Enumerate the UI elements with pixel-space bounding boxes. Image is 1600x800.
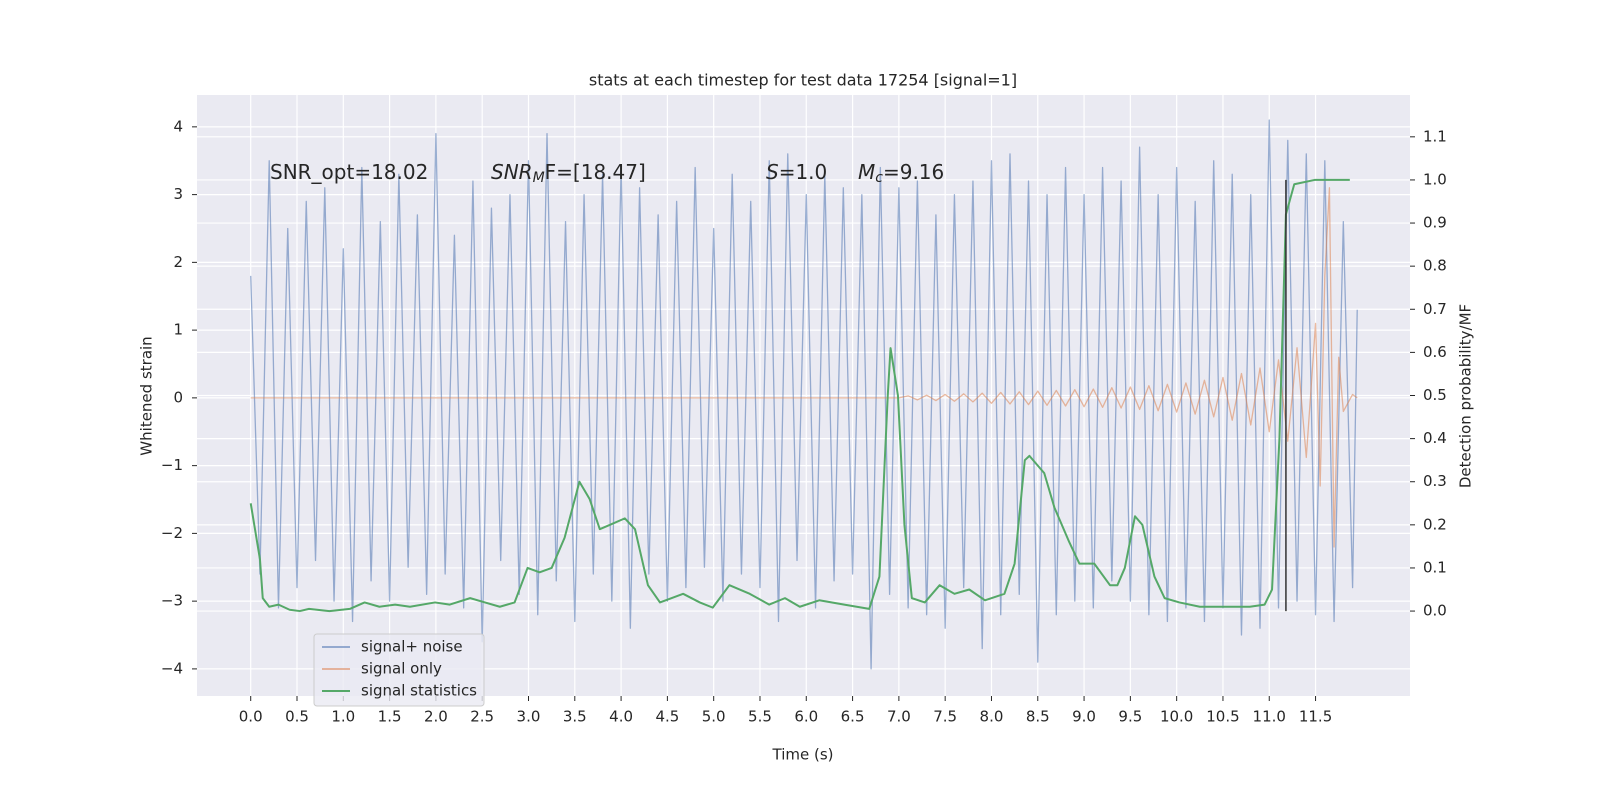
x-tick-label: 6.5 — [841, 708, 865, 726]
x-tick-label: 0.5 — [285, 708, 309, 726]
legend: signal+ noise signal only signal statistic… — [313, 633, 485, 707]
axes: 0.0 0.5 1.0 1.5 2.0 2.5 3.0 3.5 4.0 4.5 5.0 5.5 6.0 6… — [161, 117, 1447, 725]
legend-label: signal+ noise — [361, 638, 463, 656]
x-tick-label: 0.0 — [239, 708, 263, 726]
y-tick-label: −2 — [161, 524, 183, 542]
x-tick-label: 2.0 — [424, 708, 448, 726]
x-tick-label: 7.5 — [933, 708, 957, 726]
x-tick-label: 4.0 — [609, 708, 633, 726]
y2-tick-label: 0.6 — [1423, 343, 1447, 361]
x-tick-label: 10.5 — [1206, 708, 1239, 726]
y2-tick-label: 0.8 — [1423, 257, 1447, 275]
y-tick-label: −4 — [161, 659, 183, 677]
y2-tick-label: 1.0 — [1423, 170, 1447, 188]
y2-tick-label: 0.7 — [1423, 300, 1447, 318]
y-tick-label: 3 — [173, 185, 183, 203]
x-tick-label: 5.0 — [702, 708, 726, 726]
x-tick-label: 7.0 — [887, 708, 911, 726]
y-tick-label: −1 — [161, 456, 183, 474]
x-tick-label: 9.5 — [1118, 708, 1142, 726]
y2-tick-label: 0.2 — [1423, 515, 1447, 533]
x-tick-label: 11.0 — [1253, 708, 1286, 726]
annotation-main: M — [858, 160, 875, 184]
x-tick-label: 1.5 — [378, 708, 402, 726]
y2-axis-label: Detection probability/MF — [1457, 304, 1475, 488]
y2-tick-label: 1.1 — [1423, 127, 1447, 145]
y2-tick-label: 0.9 — [1423, 214, 1447, 232]
y2-tick-label: 0.5 — [1423, 386, 1447, 404]
annotation: Mc=9.16 — [858, 160, 944, 187]
x-axis-label: Time (s) — [772, 746, 834, 764]
x-tick-label: 8.0 — [980, 708, 1004, 726]
annotation-sub: M — [533, 170, 545, 186]
y2-tick-label: 0.3 — [1423, 472, 1447, 490]
annotation-main: S — [766, 160, 779, 184]
x-tick-label: 4.5 — [655, 708, 679, 726]
y2-tick-label: 0.1 — [1423, 558, 1447, 576]
y-tick-label: 1 — [173, 321, 183, 339]
chart-title: stats at each timestep for test data 172… — [589, 71, 1017, 90]
annotation-main: SNR_opt=18.02 — [270, 160, 428, 184]
annotation-main: SNR — [491, 160, 533, 184]
x-tick-label: 2.5 — [470, 708, 494, 726]
y-tick-label: 4 — [173, 117, 183, 135]
x-tick-label: 10.0 — [1160, 708, 1193, 726]
y-axis-label: Whitened strain — [138, 336, 156, 455]
marks — [249, 119, 1358, 670]
annotation-rest: =1.0 — [779, 160, 828, 184]
series-line — [250, 119, 1358, 670]
legend-box — [313, 633, 485, 707]
annotation-rest: F=[18.47] — [545, 160, 646, 184]
x-tick-label: 8.5 — [1026, 708, 1050, 726]
x-tick-label: 3.0 — [517, 708, 541, 726]
annotation: S=1.0 — [766, 160, 827, 184]
legend-label: signal statistics — [361, 682, 477, 700]
y2-tick-label: 0.4 — [1423, 429, 1447, 447]
y-tick-label: 2 — [173, 253, 183, 271]
x-tick-label: 1.0 — [331, 708, 355, 726]
annotation: SNR_opt=18.02 — [270, 160, 428, 184]
annotation-rest: =9.16 — [883, 160, 944, 184]
x-tick-label: 5.5 — [748, 708, 772, 726]
x-tick-label: 3.5 — [563, 708, 587, 726]
annotation-sub: c — [875, 170, 883, 186]
legend-label: signal only — [361, 660, 442, 678]
series-line — [250, 187, 1358, 548]
y2-tick-label: 0.0 — [1423, 602, 1447, 620]
annotation: SNRMF=[18.47] — [491, 160, 646, 187]
x-tick-label: 6.0 — [794, 708, 818, 726]
series-line — [249, 178, 1350, 613]
x-tick-label: 11.5 — [1299, 708, 1332, 726]
y-tick-label: 0 — [173, 388, 183, 406]
y-tick-label: −3 — [161, 592, 183, 610]
x-tick-label: 9.0 — [1072, 708, 1096, 726]
